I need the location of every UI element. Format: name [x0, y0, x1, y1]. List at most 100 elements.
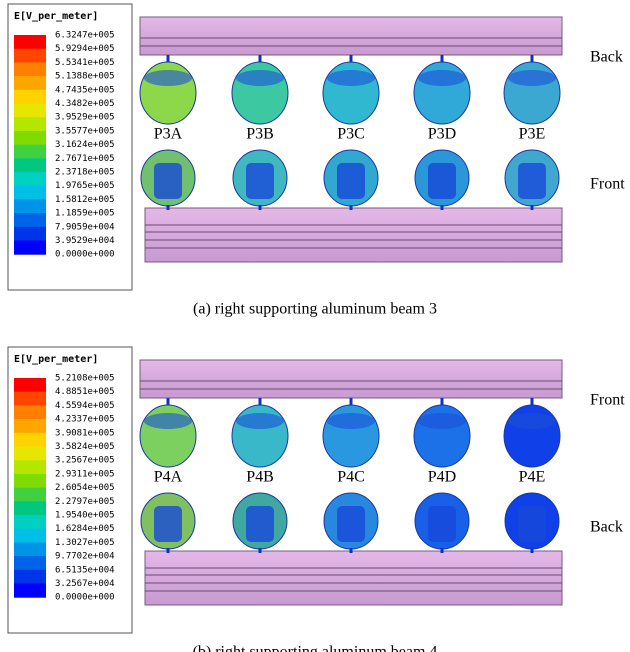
legend-band [14, 104, 46, 118]
legend-band [14, 447, 46, 461]
legend-value: 1.3027e+005 [55, 538, 115, 548]
legend-band [14, 90, 46, 104]
sphere-shade [327, 413, 375, 429]
legend-band [14, 186, 46, 200]
sphere-shade [144, 70, 192, 86]
figure: E[V_per_meter]6.3247e+0055.9294e+0055.53… [0, 0, 630, 652]
legend-value: 2.6054e+005 [55, 483, 115, 493]
sphere-label: P4B [246, 469, 274, 486]
legend-value: 3.9081e+005 [55, 428, 115, 438]
legend-value: 1.9540e+005 [55, 511, 115, 521]
side-label: Front [590, 176, 625, 193]
legend-band [14, 172, 46, 186]
sphere-shade [236, 70, 284, 86]
sphere-inner [337, 506, 365, 542]
legend-title: E[V_per_meter] [14, 354, 98, 365]
sphere-inner [337, 163, 365, 199]
sphere-shade [236, 413, 284, 429]
legend-value: 3.5824e+005 [55, 442, 115, 452]
sphere-shade [144, 413, 192, 429]
sphere-shade [418, 413, 466, 429]
side-label: Back [590, 519, 623, 536]
top-beam [140, 17, 562, 55]
legend-value: 5.1388e+005 [55, 72, 115, 82]
legend-band [14, 515, 46, 529]
legend-value: 4.2337e+005 [55, 415, 115, 425]
legend-band [14, 542, 46, 556]
legend-value: 1.1859e+005 [55, 209, 115, 219]
legend-title: E[V_per_meter] [14, 11, 98, 22]
legend-band [14, 433, 46, 447]
legend-value: 7.9059e+004 [55, 222, 115, 232]
legend-band [14, 556, 46, 570]
sphere-inner [154, 506, 182, 542]
sphere-shade [508, 413, 556, 429]
legend-band [14, 227, 46, 241]
legend-value: 9.7702e+004 [55, 552, 115, 562]
top-beam [140, 360, 562, 398]
sphere-label: P3E [519, 126, 546, 143]
sphere-label: P3D [428, 126, 456, 143]
legend-band [14, 529, 46, 543]
sphere-label: P3C [337, 126, 365, 143]
sphere-shade [508, 70, 556, 86]
legend-value: 2.2797e+005 [55, 497, 115, 507]
legend-value: 2.3718e+005 [55, 168, 115, 178]
sphere-label: P3B [246, 126, 274, 143]
legend-value: 0.0000e+000 [55, 250, 115, 260]
legend-band [14, 76, 46, 90]
legend-value: 3.5577e+005 [55, 126, 115, 136]
sphere-inner [154, 163, 182, 199]
legend-band [14, 378, 46, 392]
panel: E[V_per_meter]6.3247e+0055.9294e+0055.53… [8, 4, 625, 318]
sphere-shade [418, 70, 466, 86]
legend-band [14, 570, 46, 584]
sphere-label: P4C [337, 469, 365, 486]
legend-band [14, 501, 46, 515]
legend-value: 6.3247e+005 [55, 31, 115, 41]
legend-band [14, 392, 46, 406]
legend-value: 4.3482e+005 [55, 99, 115, 109]
legend-value: 3.9529e+004 [55, 236, 115, 246]
legend-band [14, 49, 46, 63]
legend-band [14, 117, 46, 131]
sphere-inner [246, 163, 274, 199]
legend-value: 0.0000e+000 [55, 593, 115, 603]
legend-value: 4.8851e+005 [55, 387, 115, 397]
caption: (a) right supporting aluminum beam 3 [193, 301, 437, 318]
legend-value: 3.2567e+005 [55, 456, 115, 466]
sphere-label: P4D [428, 469, 456, 486]
legend-value: 5.9294e+005 [55, 44, 115, 54]
legend-value: 6.5135e+004 [55, 565, 115, 575]
legend-band [14, 405, 46, 419]
legend-value: 1.6284e+005 [55, 524, 115, 534]
sphere-label: P4A [154, 469, 183, 486]
sphere-label: P3A [154, 126, 183, 143]
legend-value: 2.7671e+005 [55, 154, 115, 164]
sphere-inner [428, 506, 456, 542]
legend-band [14, 460, 46, 474]
bottom-beam [145, 551, 562, 605]
legend-band [14, 62, 46, 76]
legend-band [14, 35, 46, 49]
legend-value: 3.1624e+005 [55, 140, 115, 150]
legend-band [14, 474, 46, 488]
legend-band [14, 213, 46, 227]
sphere-inner [518, 163, 546, 199]
sphere-label: P4E [519, 469, 546, 486]
sphere-inner [518, 506, 546, 542]
legend-band [14, 158, 46, 172]
side-label: Back [590, 49, 623, 66]
legend-value: 2.9311e+005 [55, 469, 115, 479]
sphere-inner [428, 163, 456, 199]
legend-value: 5.2108e+005 [55, 374, 115, 384]
legend-value: 3.9529e+005 [55, 113, 115, 123]
legend-value: 4.5594e+005 [55, 401, 115, 411]
legend-band [14, 145, 46, 159]
bottom-beam [145, 208, 562, 262]
legend-band [14, 241, 46, 255]
legend-band [14, 584, 46, 598]
legend-value: 3.2567e+004 [55, 579, 115, 589]
sphere-inner [246, 506, 274, 542]
caption: (b) right supporting aluminum beam 4 [193, 644, 438, 652]
